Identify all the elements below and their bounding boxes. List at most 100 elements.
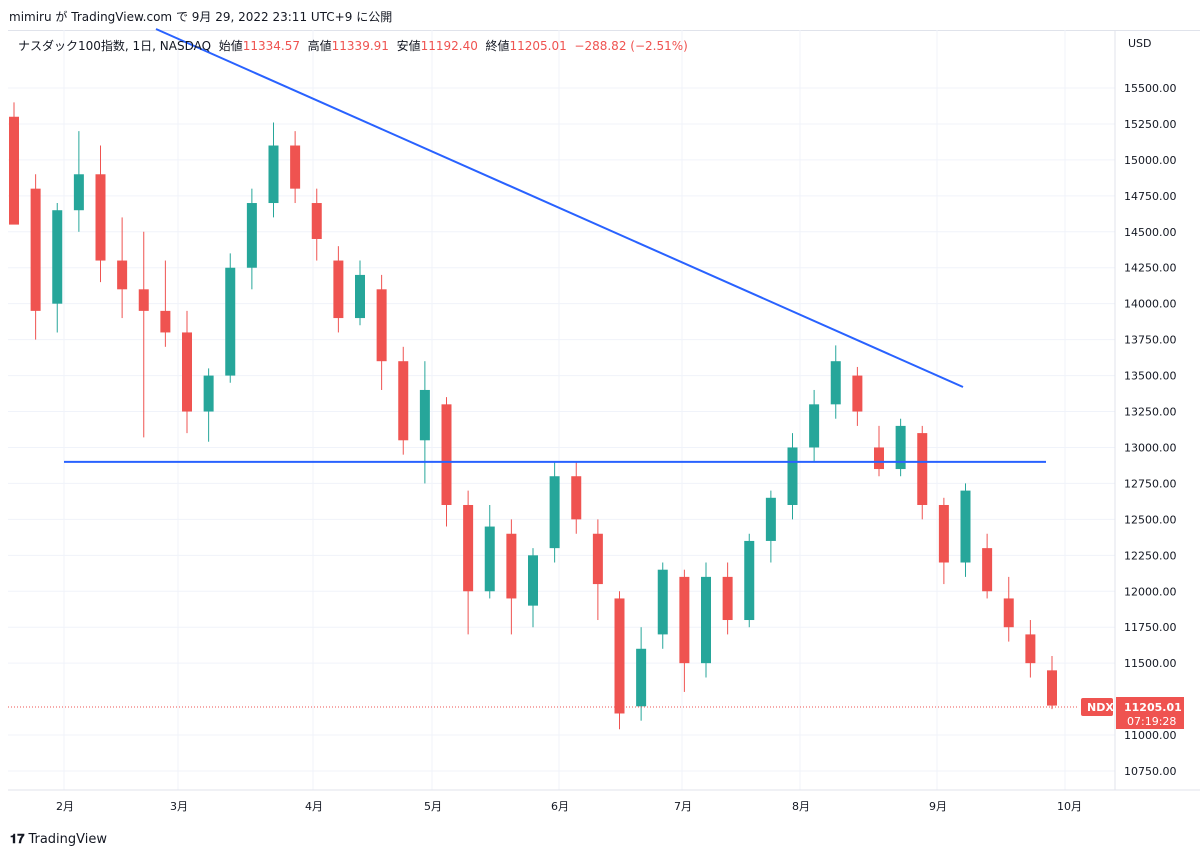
candle [117, 217, 128, 319]
candle [484, 504, 495, 599]
candle-body [982, 548, 993, 592]
ohlc-legend: ナスダック100指数, 1日, NASDAQ 始値11334.57 高値1133… [18, 37, 688, 54]
candle [268, 122, 279, 218]
symbol-tag-bg [1081, 698, 1113, 716]
candle [657, 562, 668, 649]
candle [874, 425, 884, 477]
candle [225, 253, 236, 383]
candle-body [960, 490, 971, 563]
low-value: 11192.40 [420, 39, 478, 53]
candle-body [398, 361, 409, 441]
price-tick-label: 15000.00 [1124, 154, 1177, 167]
candle [333, 246, 344, 333]
author-name[interactable]: mimiru [9, 10, 52, 24]
candle-body [1003, 598, 1014, 628]
price-tick-label: 13000.00 [1124, 441, 1177, 454]
candle [138, 231, 149, 438]
candle [463, 490, 474, 635]
candle [311, 188, 322, 261]
annotation-lines [64, 28, 1046, 463]
publish-date: 9月 29, 2022 23:11 UTC+9 [191, 10, 353, 24]
price-axis: 15500.00 15250.00 15000.00 14750.00 14500.00… [1124, 82, 1177, 778]
candle [355, 260, 365, 326]
candle-body [938, 504, 949, 563]
footer: 𝟏𝟕 TradingView [10, 832, 107, 852]
price-tick-label: 12750.00 [1124, 477, 1177, 490]
candle [73, 131, 84, 232]
site-name[interactable]: TradingView.com [71, 10, 173, 24]
candle-body [744, 540, 755, 621]
published-label: に公開 [356, 10, 393, 24]
candle-body [225, 267, 236, 376]
candle-body [73, 174, 84, 211]
price-tick-label: 11750.00 [1124, 621, 1177, 634]
candle-body [419, 389, 430, 441]
candle-body [160, 310, 171, 333]
candle [614, 591, 625, 730]
candle-body [765, 497, 776, 541]
grid [8, 30, 1115, 790]
chart-frame [8, 30, 1200, 828]
candle [398, 346, 409, 455]
candle [160, 260, 171, 347]
price-tick-label: 15500.00 [1124, 82, 1177, 95]
high-label: 高値 [307, 39, 332, 53]
price-tick-label: 12250.00 [1124, 549, 1177, 562]
candle [636, 627, 647, 721]
candle-body [1047, 670, 1057, 706]
candle-body [679, 576, 690, 664]
candle [1003, 576, 1014, 642]
candle [1047, 655, 1057, 710]
price-tick-label: 13500.00 [1124, 370, 1177, 383]
close-value: 11205.01 [509, 39, 567, 53]
candle [30, 174, 41, 340]
candle-body [787, 447, 798, 505]
price-tick-label: 13250.00 [1124, 406, 1177, 419]
publish-header: mimiru が TradingView.com で 9月 29, 2022 2… [0, 0, 1200, 30]
candle-body [852, 375, 863, 412]
bar-countdown: 07:19:28 [1127, 715, 1176, 728]
price-tick-label: 11500.00 [1124, 657, 1177, 670]
month-tick-label: 4月 [305, 800, 323, 813]
candle-body [809, 404, 820, 448]
descending-trendline[interactable] [155, 28, 964, 388]
candle [528, 548, 538, 628]
candle [765, 490, 776, 563]
candle-body [722, 576, 733, 621]
candle-body [290, 145, 301, 189]
candle-body [30, 188, 41, 311]
candle [419, 361, 430, 484]
candle-body [182, 332, 192, 412]
change-value: −288.82 (−2.51%) [574, 39, 688, 53]
candle-body [614, 598, 625, 714]
candle [246, 188, 257, 290]
candle [549, 461, 560, 563]
time-axis: 2月 3月 4月 5月 6月 7月 8月 9月 10月 [56, 800, 1082, 813]
price-tick-label: 12000.00 [1124, 585, 1177, 598]
candle-body [636, 648, 647, 707]
price-tick-label: 14500.00 [1124, 226, 1177, 239]
month-tick-label: 9月 [929, 800, 947, 813]
month-tick-label: 2月 [56, 800, 74, 813]
brand-name[interactable]: TradingView [28, 832, 108, 847]
candle-body [376, 289, 387, 362]
candle [290, 131, 301, 204]
candles [9, 102, 1057, 730]
candle [506, 519, 517, 635]
candle [960, 483, 971, 577]
candle [203, 368, 214, 442]
tradingview-logo-icon[interactable]: 𝟏𝟕 [10, 832, 25, 847]
open-label: 始値 [218, 39, 243, 53]
month-tick-label: 10月 [1057, 800, 1082, 813]
candle-body [484, 526, 495, 592]
candle [787, 433, 798, 520]
candle-body [441, 404, 452, 505]
candle [830, 345, 841, 419]
low-label: 安値 [396, 39, 421, 53]
candle-body [463, 504, 474, 592]
price-tick-label: 13750.00 [1124, 334, 1177, 347]
month-tick-label: 7月 [674, 800, 692, 813]
symbol-info[interactable]: ナスダック100指数, 1日, NASDAQ [18, 39, 212, 53]
open-value: 11334.57 [242, 39, 300, 53]
